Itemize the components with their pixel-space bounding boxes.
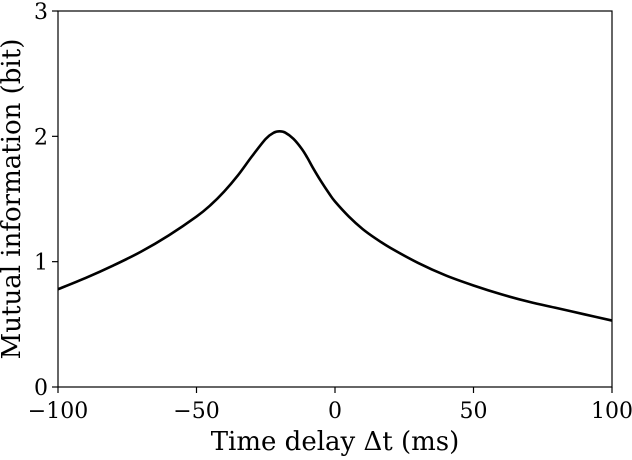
y-tick-label: 0 <box>34 376 48 401</box>
plot-area <box>57 10 613 388</box>
y-tick-label: 3 <box>34 0 48 25</box>
y-tick-label: 2 <box>34 125 48 150</box>
x-tick-label: 0 <box>328 399 342 424</box>
plot-frame <box>57 10 613 388</box>
x-tick-label: −100 <box>28 399 88 424</box>
mutual-information-line <box>57 130 613 322</box>
x-tick-label: −50 <box>173 399 219 424</box>
x-tick-label: 100 <box>591 399 632 424</box>
x-tick-label: 50 <box>460 399 488 424</box>
x-axis-ticks: −100 −50 0 50 100 <box>28 387 632 424</box>
y-axis-label: Mutual information (bit) <box>0 39 27 360</box>
x-axis-label: Time delay Δt (ms) <box>211 427 460 457</box>
y-axis-ticks: 0 1 2 3 <box>34 0 58 401</box>
y-tick-label: 1 <box>34 251 48 276</box>
